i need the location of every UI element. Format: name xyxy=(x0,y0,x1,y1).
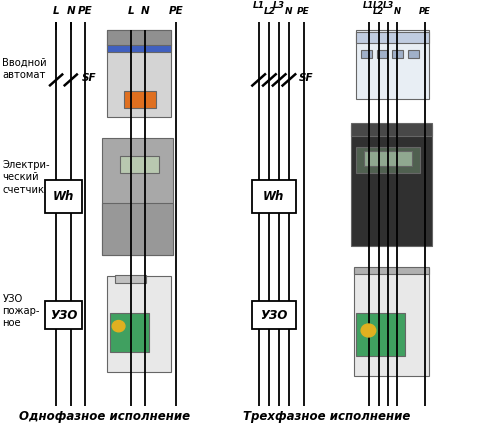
Text: PE: PE xyxy=(297,7,310,16)
Text: L: L xyxy=(127,6,134,16)
Text: L: L xyxy=(53,6,60,16)
Text: Wh: Wh xyxy=(263,190,285,203)
Text: Вводной
автомат: Вводной автомат xyxy=(2,58,47,80)
Text: УЗО
пожар-
ное: УЗО пожар- ное xyxy=(2,294,40,328)
Text: SF: SF xyxy=(299,73,313,83)
Bar xyxy=(107,44,171,52)
Text: L1: L1 xyxy=(253,0,264,10)
Text: PE: PE xyxy=(168,6,183,16)
Bar xyxy=(107,30,171,45)
Text: L3: L3 xyxy=(382,0,394,10)
Text: Wh: Wh xyxy=(53,190,74,203)
Text: SF: SF xyxy=(81,73,96,83)
Bar xyxy=(252,181,296,213)
Text: Трехфазное исполнение: Трехфазное исполнение xyxy=(244,410,410,423)
Text: L3: L3 xyxy=(273,0,285,10)
Bar xyxy=(115,275,146,283)
Bar xyxy=(45,181,82,213)
Text: L2: L2 xyxy=(264,7,275,16)
Circle shape xyxy=(112,321,125,332)
Bar xyxy=(351,125,432,246)
Bar xyxy=(252,302,296,329)
Bar xyxy=(356,147,420,173)
Bar xyxy=(45,302,82,329)
Bar xyxy=(377,50,387,58)
Bar xyxy=(120,156,159,173)
Circle shape xyxy=(361,324,376,337)
Bar xyxy=(110,313,149,352)
Text: Электри-
ческий
счетчик: Электри- ческий счетчик xyxy=(2,160,50,194)
Text: Однофазное исполнение: Однофазное исполнение xyxy=(20,410,190,423)
Bar xyxy=(392,50,403,58)
Text: N: N xyxy=(394,7,401,16)
Bar xyxy=(356,313,405,356)
Text: L2: L2 xyxy=(373,7,385,16)
Bar xyxy=(356,32,429,43)
Bar xyxy=(356,30,429,99)
Bar xyxy=(351,123,432,136)
Text: PE: PE xyxy=(78,6,93,16)
Bar xyxy=(354,267,429,274)
Text: УЗО: УЗО xyxy=(260,309,287,322)
Text: PE: PE xyxy=(419,7,430,16)
Bar xyxy=(107,30,171,117)
Text: L1: L1 xyxy=(363,0,375,10)
Bar xyxy=(102,203,173,255)
Bar xyxy=(364,151,412,166)
Text: УЗО: УЗО xyxy=(50,309,77,322)
Bar xyxy=(408,50,419,58)
Bar xyxy=(354,268,429,376)
Text: N: N xyxy=(141,6,150,16)
Text: N: N xyxy=(66,6,75,16)
Bar xyxy=(361,50,372,58)
Text: N: N xyxy=(285,7,293,16)
Bar xyxy=(124,91,156,108)
Text: L2: L2 xyxy=(373,0,385,10)
Bar xyxy=(102,138,173,255)
Bar xyxy=(107,276,171,372)
